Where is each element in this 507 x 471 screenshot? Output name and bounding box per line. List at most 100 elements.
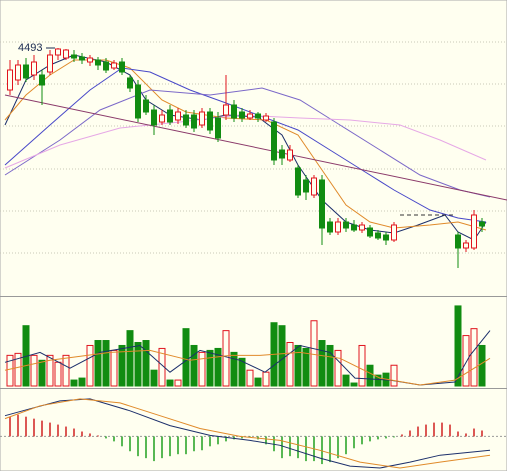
candle-body xyxy=(271,121,277,161)
candle-body xyxy=(167,109,173,123)
candle-body xyxy=(151,109,157,126)
volume-bar xyxy=(134,342,142,387)
candle-body xyxy=(143,99,149,113)
candle-body xyxy=(55,48,61,56)
volume-bar xyxy=(326,344,334,387)
candle-body xyxy=(471,214,477,249)
volume-bar xyxy=(358,344,366,387)
volume-bar xyxy=(286,342,294,387)
volume-bar xyxy=(454,305,462,387)
candle-body xyxy=(175,111,181,121)
volume-bar xyxy=(86,344,94,387)
volume-bar xyxy=(294,344,302,387)
candle-body xyxy=(103,61,109,71)
volume-bar xyxy=(14,352,22,387)
candle-body xyxy=(319,179,325,229)
volume-bar xyxy=(366,364,374,387)
candle-body xyxy=(455,234,461,249)
moving-average-line xyxy=(4,398,491,469)
candle-body xyxy=(479,221,485,227)
candle-body xyxy=(71,54,77,59)
candle-body xyxy=(463,242,469,249)
candle-body xyxy=(343,221,349,229)
moving-average-line xyxy=(4,349,491,386)
volume-bar xyxy=(174,379,182,387)
candle-body xyxy=(255,113,261,119)
candle-body xyxy=(111,62,117,69)
volume-bar xyxy=(310,320,318,387)
candle-body xyxy=(87,57,93,63)
moving-average-line xyxy=(4,114,487,169)
volume-bar xyxy=(38,359,46,387)
candle-body xyxy=(335,221,341,233)
candle-body xyxy=(135,84,141,119)
volume-bar xyxy=(374,374,382,387)
candle-body xyxy=(47,54,53,73)
candle-body xyxy=(159,114,165,123)
volume-bar xyxy=(46,354,54,387)
candle-body xyxy=(287,149,293,161)
candle-body xyxy=(391,224,397,241)
volume-bar xyxy=(342,374,350,387)
moving-average-line xyxy=(4,87,491,198)
candle-body xyxy=(119,61,125,73)
candle-body xyxy=(359,224,365,231)
volume-bar xyxy=(334,349,342,387)
volume-bar xyxy=(390,364,398,387)
volume-bar xyxy=(262,371,270,387)
candle-body xyxy=(223,104,229,116)
candle-body xyxy=(279,149,285,159)
volume-bar xyxy=(222,330,230,387)
volume-bar xyxy=(254,377,262,387)
candle-body xyxy=(367,227,373,237)
moving-average-line xyxy=(4,330,491,386)
volume-bar xyxy=(246,369,254,387)
candle-body xyxy=(95,59,101,66)
candle-body xyxy=(63,49,69,59)
volume-bar xyxy=(318,340,326,387)
volume-bar xyxy=(78,377,86,387)
candle-body xyxy=(207,111,213,131)
volume-bar xyxy=(478,344,486,387)
volume-bar xyxy=(102,340,110,387)
volume-bar xyxy=(30,354,38,387)
candle-body xyxy=(351,224,357,231)
candle-body xyxy=(375,232,381,239)
candle-body xyxy=(23,64,29,79)
volume-bar xyxy=(142,340,150,387)
volume-bar xyxy=(462,335,470,387)
volume-bar xyxy=(166,379,174,387)
volume-bar xyxy=(94,340,102,387)
volume-bar xyxy=(230,351,238,387)
volume-bar xyxy=(350,382,358,387)
candle-body xyxy=(247,113,253,119)
candle-body xyxy=(263,115,269,121)
candle-body xyxy=(183,114,189,126)
candle-body xyxy=(39,74,45,86)
volume-bar xyxy=(206,349,214,387)
candle-body xyxy=(191,114,197,129)
candle-body xyxy=(199,111,205,126)
candle-body xyxy=(231,104,237,119)
volume-bar xyxy=(190,344,198,387)
volume-bar xyxy=(278,325,286,387)
candle-body xyxy=(295,167,301,196)
volume-bar xyxy=(238,357,246,387)
candle-body xyxy=(311,177,317,196)
volume-bar xyxy=(118,344,126,387)
moving-average-line xyxy=(4,94,507,201)
candle-body xyxy=(31,61,37,76)
volume-bar xyxy=(150,369,158,387)
volume-bar xyxy=(214,347,222,387)
candle-body xyxy=(79,56,85,61)
high-annotation: 4493 xyxy=(18,42,42,54)
moving-average-line xyxy=(4,59,487,231)
volume-bar xyxy=(182,328,190,387)
volume-bar xyxy=(62,354,70,387)
candle-body xyxy=(127,77,133,89)
candle-body xyxy=(15,64,21,81)
volume-bar xyxy=(70,379,78,387)
volume-bar xyxy=(302,347,310,387)
